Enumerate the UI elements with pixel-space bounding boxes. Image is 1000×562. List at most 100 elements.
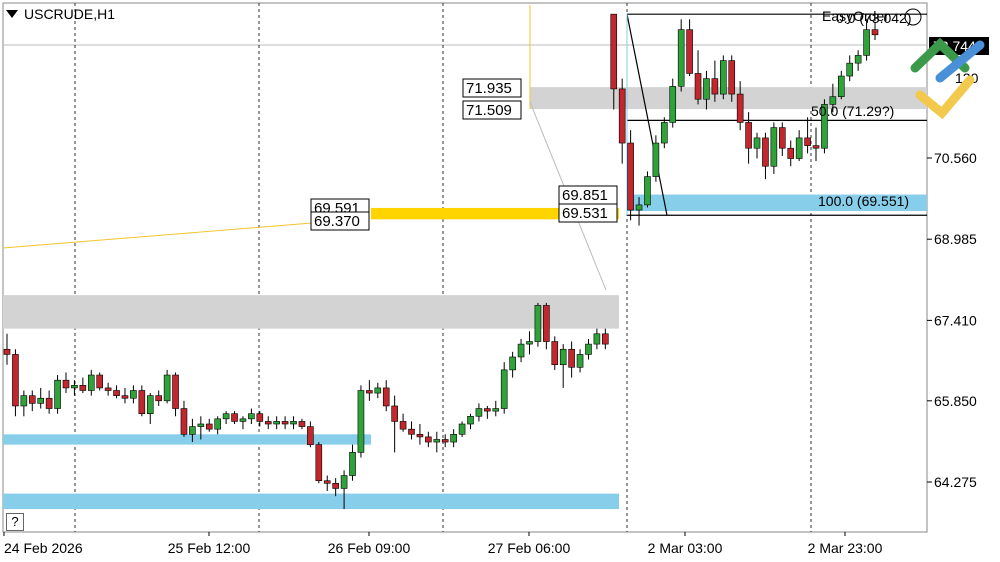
candle[interactable] <box>500 362 508 414</box>
candle[interactable] <box>770 122 778 174</box>
candle[interactable] <box>441 434 449 448</box>
candle[interactable] <box>526 331 533 355</box>
candle[interactable] <box>711 60 719 102</box>
candle[interactable] <box>307 421 314 448</box>
candle[interactable] <box>635 197 643 226</box>
candle[interactable] <box>416 424 424 445</box>
candle[interactable] <box>652 135 660 182</box>
candle[interactable] <box>163 369 171 404</box>
support-zone-upper[interactable] <box>627 194 927 212</box>
candle[interactable] <box>795 130 803 162</box>
candle[interactable] <box>37 387 45 409</box>
easyorder-settings-icon[interactable] <box>904 8 922 26</box>
candle[interactable] <box>155 390 162 406</box>
candle[interactable] <box>87 369 95 396</box>
candle[interactable] <box>576 349 584 373</box>
candle[interactable] <box>180 400 188 437</box>
candle[interactable] <box>189 418 196 443</box>
level-label-69531[interactable]: 69.531 <box>558 203 618 223</box>
candle[interactable] <box>366 380 373 401</box>
candle[interactable] <box>644 171 651 208</box>
candle[interactable] <box>534 302 542 347</box>
candle[interactable] <box>492 400 500 417</box>
candle[interactable] <box>12 349 19 417</box>
candle[interactable] <box>686 19 693 77</box>
candle[interactable] <box>340 470 348 510</box>
candle[interactable] <box>256 411 264 427</box>
level-label-71935[interactable]: 71.935 <box>462 78 522 98</box>
candle[interactable] <box>779 122 786 156</box>
candle[interactable] <box>863 19 870 61</box>
candle[interactable] <box>837 70 845 100</box>
candle[interactable] <box>458 421 466 437</box>
candle[interactable] <box>315 442 323 484</box>
candle[interactable] <box>517 338 525 363</box>
candle[interactable] <box>20 390 28 417</box>
candle[interactable] <box>54 375 61 414</box>
candle[interactable] <box>298 418 306 430</box>
candle[interactable] <box>736 81 744 131</box>
candle[interactable] <box>694 50 702 105</box>
candle[interactable] <box>113 385 120 399</box>
level-label-69851[interactable]: 69.851 <box>558 185 618 205</box>
candle[interactable] <box>357 385 365 458</box>
easyorder-label[interactable]: EasyOrder <box>822 8 889 24</box>
candle[interactable] <box>846 55 854 82</box>
candle[interactable] <box>273 416 280 430</box>
candle[interactable] <box>812 127 820 162</box>
candle[interactable] <box>3 333 11 365</box>
candle[interactable] <box>391 395 398 453</box>
candle[interactable] <box>248 408 255 425</box>
candle[interactable] <box>610 13 618 110</box>
candle[interactable] <box>467 413 474 430</box>
candle[interactable] <box>753 132 761 159</box>
candle[interactable] <box>551 336 559 370</box>
fibonacci-trendline[interactable] <box>626 14 668 216</box>
support-zone-mid[interactable] <box>3 434 371 445</box>
candle[interactable] <box>79 377 87 394</box>
candle[interactable] <box>172 372 179 417</box>
candle[interactable] <box>96 372 103 391</box>
support-zone-low[interactable] <box>3 493 619 510</box>
candle[interactable] <box>45 390 53 414</box>
candle[interactable] <box>121 387 129 404</box>
candle[interactable] <box>829 83 837 113</box>
dropdown-triangle-icon[interactable] <box>6 10 18 18</box>
candle[interactable] <box>804 117 811 154</box>
candle[interactable] <box>593 328 601 350</box>
resistance-zone-lower[interactable] <box>3 295 619 329</box>
candle[interactable] <box>399 413 407 432</box>
candle[interactable] <box>374 382 382 399</box>
candle[interactable] <box>28 390 36 412</box>
candle[interactable] <box>543 302 550 350</box>
yellow-trendline[interactable] <box>2 222 313 249</box>
easyorder-logo-icon[interactable] <box>910 37 985 120</box>
candle[interactable] <box>197 416 205 440</box>
candle[interactable] <box>222 411 230 425</box>
candle[interactable] <box>146 393 154 425</box>
candle[interactable] <box>425 431 432 448</box>
candle[interactable] <box>762 132 769 180</box>
candle[interactable] <box>264 416 272 430</box>
candle[interactable] <box>290 416 297 430</box>
candle[interactable] <box>62 372 70 394</box>
candle[interactable] <box>661 117 668 149</box>
candle[interactable] <box>214 416 221 435</box>
candle[interactable] <box>821 99 828 154</box>
candle[interactable] <box>585 338 592 360</box>
candle[interactable] <box>854 50 862 71</box>
candle[interactable] <box>433 431 441 453</box>
help-button[interactable]: ? <box>6 513 24 531</box>
candle[interactable] <box>627 130 634 221</box>
candle[interactable] <box>703 70 710 110</box>
candle[interactable] <box>450 429 457 448</box>
candle[interactable] <box>720 55 727 100</box>
candle[interactable] <box>408 421 415 440</box>
candle[interactable] <box>484 405 491 419</box>
candle[interactable] <box>745 112 752 164</box>
candle[interactable] <box>281 416 289 430</box>
candle[interactable] <box>871 21 879 40</box>
candle[interactable] <box>618 78 626 164</box>
candle[interactable] <box>602 328 609 350</box>
